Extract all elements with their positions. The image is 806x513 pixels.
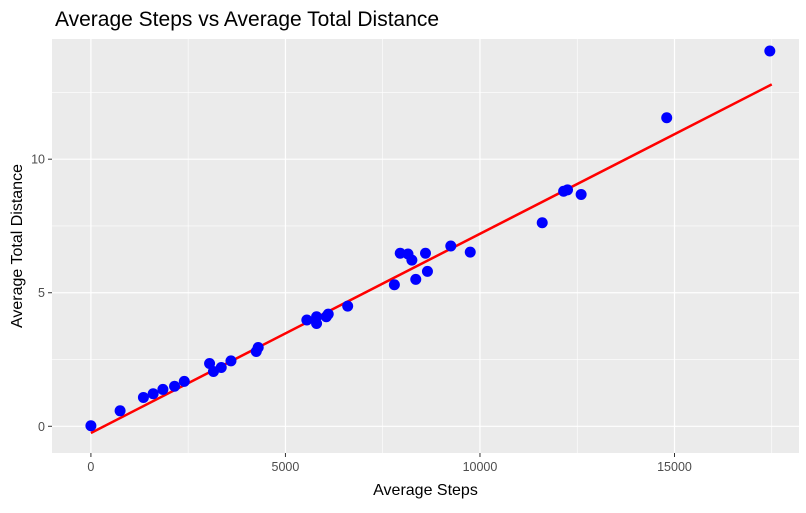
- data-point: [311, 317, 323, 329]
- x-axis-title: Average Steps: [373, 482, 478, 499]
- regression-line: [90, 83, 773, 435]
- data-point: [410, 273, 422, 285]
- data-point: [252, 341, 264, 353]
- data-point: [322, 308, 334, 320]
- data-point: [215, 362, 227, 374]
- data-point: [157, 383, 169, 395]
- data-point: [301, 314, 313, 326]
- data-point: [562, 184, 574, 196]
- data-point: [406, 254, 418, 266]
- data-point: [169, 380, 181, 392]
- major-gridlines: [52, 39, 799, 453]
- y-axis-ticks: 0 5 10: [31, 153, 52, 434]
- data-point: [85, 420, 97, 432]
- data-point: [764, 45, 776, 57]
- data-point: [464, 246, 476, 258]
- data-point: [445, 240, 457, 252]
- x-tick-label: 5000: [272, 460, 300, 474]
- x-tick-label: 15000: [657, 460, 692, 474]
- data-point: [178, 375, 190, 387]
- y-axis-title: Average Total Distance: [9, 164, 26, 328]
- data-point: [147, 388, 159, 400]
- data-point: [114, 405, 126, 417]
- data-point: [420, 247, 431, 259]
- x-tick-label: 0: [87, 460, 94, 474]
- data-point: [575, 188, 587, 200]
- y-tick-label: 5: [38, 286, 45, 300]
- chart-title: Average Steps vs Average Total Distance: [55, 8, 439, 31]
- data-point: [388, 279, 400, 291]
- data-point: [661, 112, 673, 124]
- y-tick-label: 10: [31, 153, 45, 167]
- data-point: [342, 300, 354, 312]
- x-axis-ticks: 0 5000 10000 15000: [87, 453, 692, 474]
- data-point: [421, 265, 433, 277]
- data-point: [225, 355, 237, 367]
- points-layer: [85, 45, 776, 432]
- data-point: [137, 391, 149, 403]
- data-point: [536, 217, 548, 229]
- y-tick-label: 0: [38, 420, 45, 434]
- x-tick-label: 10000: [463, 460, 498, 474]
- fit-line-layer: [90, 83, 773, 435]
